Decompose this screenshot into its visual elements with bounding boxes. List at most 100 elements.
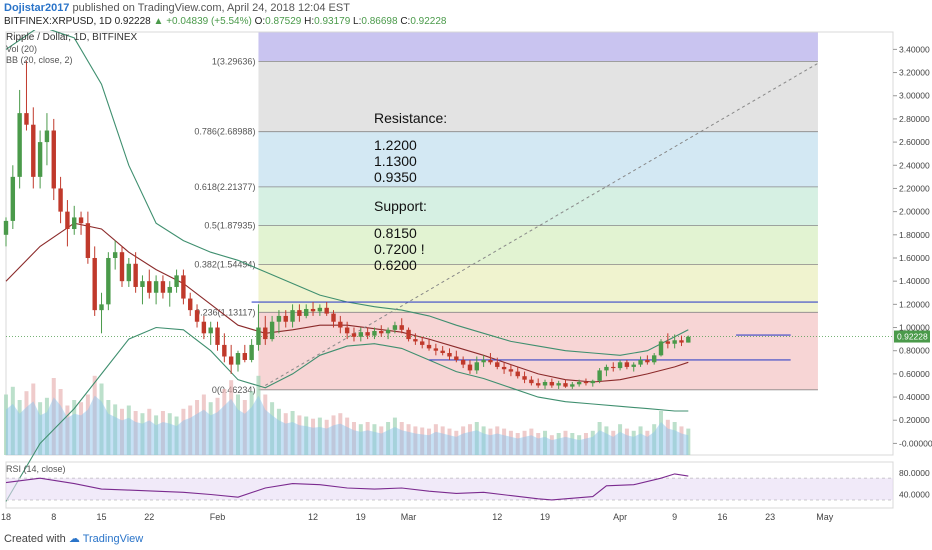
- candle-body: [276, 315, 282, 322]
- candle-body: [679, 340, 684, 343]
- candles: [3, 60, 691, 389]
- support-level-2: 0.7200 !: [374, 241, 425, 257]
- candle-body: [658, 341, 664, 356]
- candle-body: [51, 130, 56, 189]
- price-tick-label: 2.80000: [899, 114, 930, 124]
- candle-body: [645, 359, 650, 363]
- candle-body: [590, 380, 595, 384]
- candle-body: [317, 307, 323, 312]
- time-tick-label: Feb: [210, 512, 226, 522]
- candle-body: [501, 366, 507, 370]
- candle-body: [556, 383, 561, 386]
- price-tick-label: 1.60000: [899, 253, 930, 263]
- resistance-level-2: 1.1300: [374, 153, 417, 169]
- time-tick-label: Mar: [401, 512, 417, 522]
- candle-body: [119, 252, 125, 282]
- candle-body: [495, 362, 500, 367]
- support-title: Support:: [374, 198, 427, 214]
- time-tick-label: 18: [1, 512, 11, 522]
- price-tick-label: 1.40000: [899, 276, 930, 286]
- fib-retracement: 1(3.29636) 0.786(2.68988) 0.618(2.21377) 0.…: [194, 32, 818, 395]
- fib-level-label: 0.236(1.13117): [195, 307, 255, 317]
- candle-body: [10, 176, 16, 221]
- candle-body: [542, 381, 548, 386]
- candle-body: [576, 381, 582, 385]
- candle-body: [92, 257, 97, 311]
- candle-body: [106, 257, 111, 305]
- price-chart[interactable]: 1(3.29636) 0.786(2.68988) 0.618(2.21377) 0.…: [0, 30, 932, 528]
- candle-body: [460, 359, 466, 365]
- fib-zone: [258, 61, 818, 132]
- candle-body: [174, 275, 179, 287]
- candle-body: [85, 223, 91, 258]
- rsi-tick-label: 80.0000: [899, 468, 930, 478]
- candle-body: [181, 275, 186, 299]
- trend-line: [265, 62, 819, 386]
- price-tick-label: 2.00000: [899, 207, 930, 217]
- candle-body: [133, 263, 138, 287]
- close-value: 0.92228: [410, 16, 447, 27]
- price-tick-label: 1.80000: [899, 230, 930, 240]
- candle-body: [597, 370, 602, 381]
- candle-body: [37, 142, 43, 177]
- fib-level-label: 0.382(1.54494): [194, 259, 255, 269]
- candle-body: [515, 371, 520, 377]
- candle-body: [242, 353, 248, 360]
- candle-body: [379, 330, 384, 334]
- bb-middle-line: [5, 222, 689, 383]
- low-value: 0.86698: [361, 16, 398, 27]
- candle-body: [140, 281, 145, 287]
- fib-zone: [258, 264, 818, 313]
- author-link[interactable]: Dojistar2017: [4, 2, 70, 14]
- high-value: 0.93179: [314, 16, 351, 27]
- volume-indicator-label[interactable]: Vol (20): [6, 44, 38, 54]
- created-with-text: Created with: [4, 533, 66, 545]
- price-axis: 3.40000 3.20000 3.00000 2.80000 2.60000 2.400…: [893, 44, 932, 448]
- candle-body: [529, 379, 534, 384]
- candle-body: [686, 336, 691, 343]
- candle-body: [406, 329, 411, 340]
- price-tick-label: 0.40000: [899, 392, 930, 402]
- time-tick-label: 12: [308, 512, 318, 522]
- tradingview-logo-icon: ☁: [68, 533, 80, 545]
- chart-title: Ripple / Dollar, 1D, BITFINEX: [6, 32, 138, 43]
- candle-body: [222, 344, 227, 357]
- candle-body: [167, 286, 172, 293]
- time-tick-label: 9: [672, 512, 677, 522]
- bollinger-bands: [5, 30, 689, 502]
- candle-body: [283, 315, 288, 322]
- candle-body: [624, 362, 630, 367]
- open-label: O:: [254, 16, 266, 27]
- rsi-tick-label: 40.0000: [899, 489, 930, 499]
- price-tick-label: 1.20000: [899, 299, 930, 309]
- candle-body: [447, 353, 452, 357]
- rsi-indicator-label[interactable]: RSI (14, close): [6, 464, 66, 474]
- tradingview-brand[interactable]: TradingView: [82, 533, 144, 545]
- footer: Created with ☁ TradingView: [4, 532, 143, 545]
- price-tick-label: 3.00000: [899, 91, 930, 101]
- candle-body: [78, 217, 84, 224]
- candle-body: [474, 362, 479, 371]
- price-tick-label: 2.60000: [899, 137, 930, 147]
- candle-body: [433, 348, 439, 351]
- candle-body: [672, 340, 677, 344]
- rsi-band: [6, 478, 893, 500]
- candle-body: [72, 217, 77, 230]
- candle-body: [467, 364, 473, 371]
- symbol-info: BITFINEX:XRPUSD, 1D 0.92228 ▲ +0.04839 (…: [4, 16, 446, 27]
- candle-body: [24, 113, 29, 125]
- candle-body: [304, 308, 309, 316]
- candle-body: [536, 383, 541, 386]
- candle-body: [269, 321, 275, 340]
- candle-body: [331, 313, 336, 322]
- bollinger-indicator-label[interactable]: BB (20, close, 2): [6, 55, 73, 65]
- candle-body: [338, 321, 343, 328]
- candle-body: [3, 220, 9, 235]
- candle-body: [399, 325, 404, 330]
- candle-body: [208, 327, 213, 334]
- candle-body: [249, 344, 254, 360]
- last-price-label: 0.92228: [897, 332, 928, 342]
- time-tick-label: May: [816, 512, 834, 522]
- price-tick-label: 1.00000: [899, 323, 930, 333]
- candle-body: [297, 310, 302, 316]
